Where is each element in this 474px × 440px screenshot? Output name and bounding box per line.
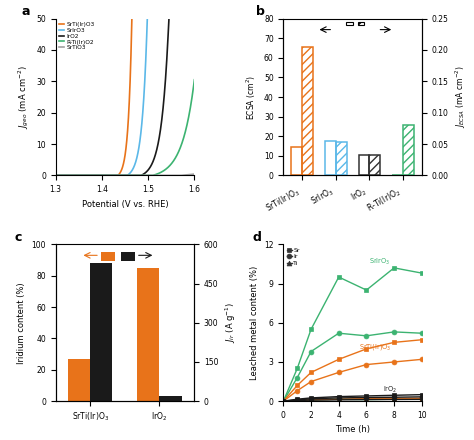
IrO2 xyxy=(53,173,58,178)
R-Ti(Ir)O2 xyxy=(68,173,73,178)
Bar xyxy=(336,142,346,176)
Legend: , : , xyxy=(346,22,365,26)
R-Ti(Ir)O2 xyxy=(53,173,58,178)
Y-axis label: $J_{geo}$ (mA cm$^{-2}$): $J_{geo}$ (mA cm$^{-2}$) xyxy=(16,65,31,129)
IrO2 xyxy=(116,173,122,178)
R-Ti(Ir)O2 xyxy=(67,173,73,178)
Line: SrTiO3: SrTiO3 xyxy=(55,174,194,176)
Line: R-Ti(Ir)O2: R-Ti(Ir)O2 xyxy=(55,80,194,176)
Bar xyxy=(291,147,302,176)
SrTi(Ir)O3 xyxy=(116,172,122,177)
SrTi(Ir)O3 xyxy=(184,10,190,15)
Line: IrO2: IrO2 xyxy=(55,12,194,176)
SrTiO3 xyxy=(85,173,91,178)
Bar xyxy=(90,263,112,401)
SrIrO3 xyxy=(85,173,91,178)
Text: a: a xyxy=(21,5,29,18)
Line: SrIrO3: SrIrO3 xyxy=(55,12,194,176)
SrIrO3 xyxy=(122,173,128,178)
FancyBboxPatch shape xyxy=(101,252,115,261)
SrIrO3 xyxy=(191,10,197,15)
Text: IrO$_2$: IrO$_2$ xyxy=(383,385,398,395)
Bar xyxy=(325,141,336,176)
IrO2 xyxy=(191,10,197,15)
SrTiO3 xyxy=(122,173,128,178)
Bar xyxy=(369,155,380,176)
SrIrO3 xyxy=(67,173,73,178)
SrIrO3 xyxy=(145,10,150,15)
Legend: Sr, Ir, Ti: Sr, Ir, Ti xyxy=(286,247,300,266)
Legend: SrTi(Ir)O3, SrIrO3, IrO2, R-Ti(Ir)O2, SrTiO3: SrTi(Ir)O3, SrIrO3, IrO2, R-Ti(Ir)O2, Sr… xyxy=(59,22,94,51)
X-axis label: Time (h): Time (h) xyxy=(335,425,370,434)
IrO2 xyxy=(85,173,91,178)
IrO2 xyxy=(122,173,128,178)
Bar xyxy=(137,268,159,401)
Y-axis label: ECSA (cm$^2$): ECSA (cm$^2$) xyxy=(245,74,258,120)
R-Ti(Ir)O2 xyxy=(191,77,197,82)
SrTi(Ir)O3 xyxy=(129,10,135,15)
SrTiO3 xyxy=(68,173,73,178)
SrTi(Ir)O3 xyxy=(53,173,58,178)
R-Ti(Ir)O2 xyxy=(116,173,122,178)
Text: b: b xyxy=(255,5,264,18)
SrTiO3 xyxy=(191,172,197,177)
Text: d: d xyxy=(253,231,262,244)
Y-axis label: $J_{ECSA}$ (mA cm$^{-2}$): $J_{ECSA}$ (mA cm$^{-2}$) xyxy=(454,66,468,128)
IrO2 xyxy=(166,10,172,15)
SrTi(Ir)O3 xyxy=(68,173,73,178)
IrO2 xyxy=(184,10,190,15)
IrO2 xyxy=(68,173,73,178)
R-Ti(Ir)O2 xyxy=(122,173,128,178)
R-Ti(Ir)O2 xyxy=(85,173,91,178)
SrTi(Ir)O3 xyxy=(85,173,91,178)
Bar xyxy=(403,125,414,176)
SrTiO3 xyxy=(116,173,122,178)
Y-axis label: $J_{ir}$ (A g$^{-1}$): $J_{ir}$ (A g$^{-1}$) xyxy=(224,302,238,343)
SrIrO3 xyxy=(53,173,58,178)
SrTiO3 xyxy=(53,173,58,178)
Line: SrTi(Ir)O3: SrTi(Ir)O3 xyxy=(55,12,194,176)
Bar xyxy=(68,359,90,401)
SrTiO3 xyxy=(67,173,73,178)
Y-axis label: Leached metal content (%): Leached metal content (%) xyxy=(250,266,259,380)
SrTiO3 xyxy=(183,172,189,178)
FancyBboxPatch shape xyxy=(121,252,135,261)
Y-axis label: Iridium content (%): Iridium content (%) xyxy=(17,282,26,363)
R-Ti(Ir)O2 xyxy=(183,125,189,130)
SrIrO3 xyxy=(184,10,190,15)
X-axis label: Potential (V vs. RHE): Potential (V vs. RHE) xyxy=(82,200,168,209)
Bar xyxy=(302,47,313,176)
SrTi(Ir)O3 xyxy=(191,10,197,15)
IrO2 xyxy=(67,173,73,178)
SrIrO3 xyxy=(116,173,122,178)
Text: c: c xyxy=(14,231,21,244)
Text: SrTi(Ir)O$_3$: SrTi(Ir)O$_3$ xyxy=(359,342,392,352)
Bar xyxy=(359,155,369,176)
Bar xyxy=(159,396,182,401)
SrTi(Ir)O3 xyxy=(122,155,128,160)
SrTi(Ir)O3 xyxy=(67,173,73,178)
SrIrO3 xyxy=(68,173,73,178)
Text: SrIrO$_3$: SrIrO$_3$ xyxy=(369,257,391,267)
